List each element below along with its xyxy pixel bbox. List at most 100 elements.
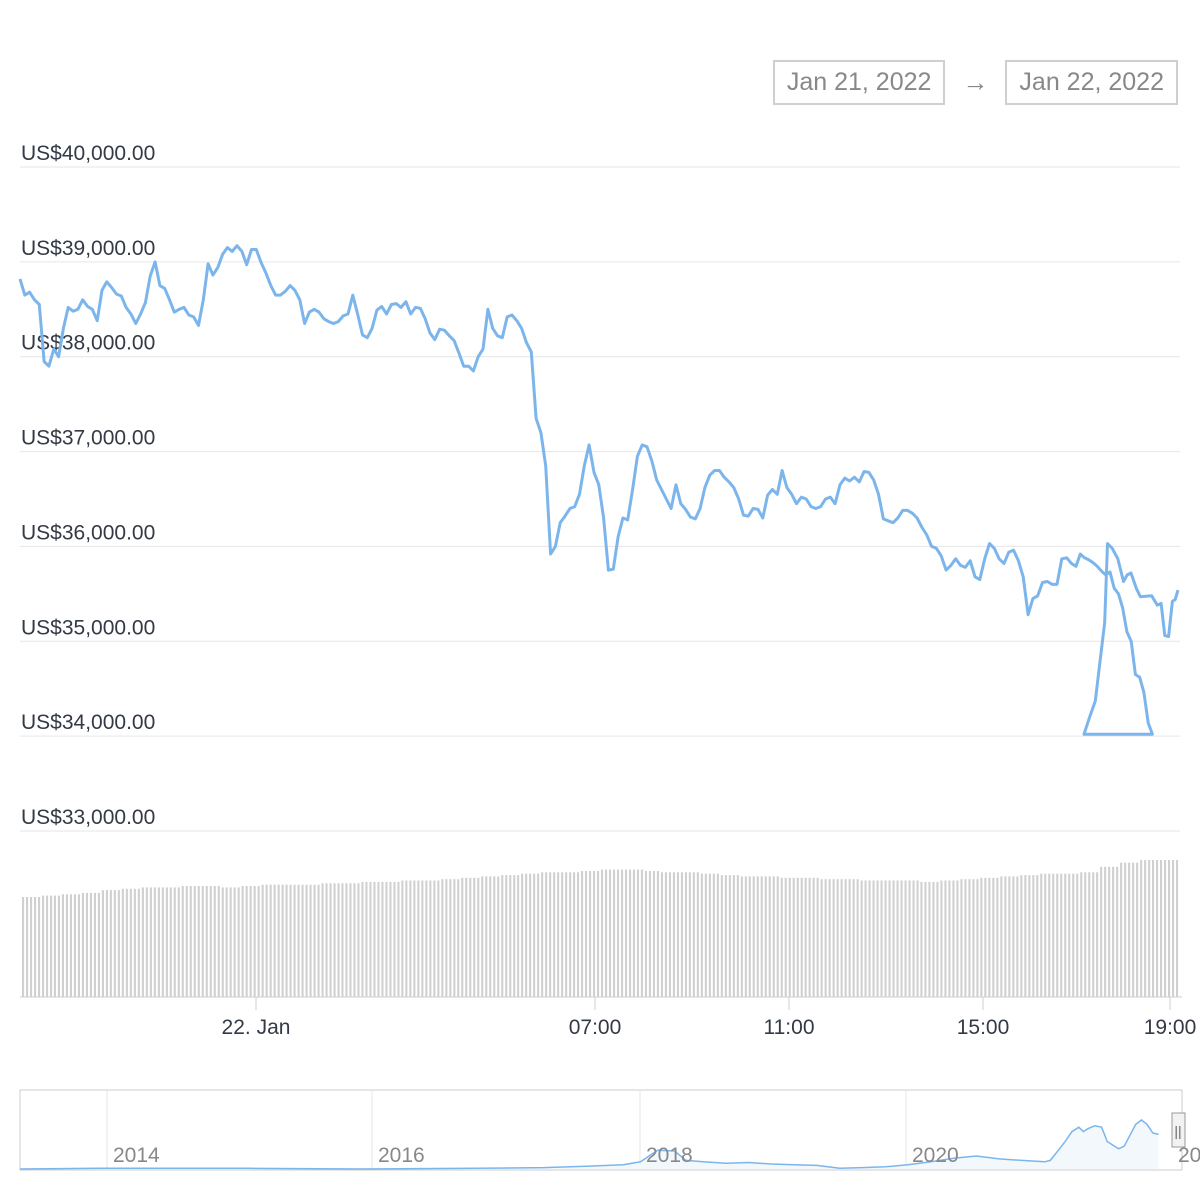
volume-bar <box>856 879 859 997</box>
volume-bar <box>984 877 987 997</box>
volume-bar <box>249 886 252 997</box>
volume-bar <box>197 886 200 997</box>
volume-bar <box>489 876 492 997</box>
volume-bar <box>1032 875 1035 997</box>
volume-bar <box>1040 873 1043 997</box>
volume-bar <box>253 886 256 997</box>
volume-bar <box>1136 862 1139 997</box>
volume-bar <box>109 890 112 997</box>
volume-bar <box>952 880 955 997</box>
volume-bar <box>740 876 743 997</box>
volume-bar <box>193 886 196 997</box>
volume-bar <box>473 877 476 997</box>
volume-bar <box>26 897 29 997</box>
volume-bar <box>157 887 160 997</box>
volume-bar <box>433 880 436 997</box>
navigator-handle[interactable] <box>1171 1112 1186 1148</box>
volume-bar <box>185 886 188 997</box>
volume-bar <box>892 880 895 997</box>
volume-bar <box>928 881 931 997</box>
volume-bar <box>768 876 771 997</box>
volume-bar <box>1068 873 1071 997</box>
volume-bar <box>46 895 49 997</box>
volume-bar <box>513 875 516 997</box>
volume-bar <box>1156 860 1159 997</box>
volume-bar <box>804 877 807 997</box>
volume-bars <box>22 860 1179 998</box>
volume-bar <box>233 887 236 997</box>
volume-bar <box>1084 872 1087 997</box>
volume-bar <box>792 877 795 997</box>
volume-bar <box>289 884 292 997</box>
volume-bar <box>317 884 320 997</box>
volume-bar <box>437 880 440 997</box>
volume-bar <box>53 895 56 997</box>
volume-bar <box>345 883 348 997</box>
volume-bar <box>1092 872 1095 997</box>
volume-bar <box>393 881 396 997</box>
grid-lines <box>20 166 1180 832</box>
price-series-line <box>18 244 1180 736</box>
volume-bar <box>101 890 104 997</box>
volume-bar <box>421 880 424 997</box>
volume-bar <box>684 872 687 997</box>
volume-bar <box>125 888 128 997</box>
volume-bar <box>385 881 388 997</box>
volume-bar <box>644 871 647 997</box>
volume-bar <box>916 880 919 997</box>
volume-bar <box>481 876 484 997</box>
volume-bar <box>625 869 628 997</box>
volume-bar <box>724 875 727 997</box>
navigator[interactable]: 2014 2016 2018 2020 20 || <box>19 1089 1200 1171</box>
volume-bar <box>365 881 368 997</box>
range-to-input[interactable]: Jan 22, 2022 <box>1005 60 1178 105</box>
volume-bar <box>1028 875 1031 997</box>
volume-bar <box>469 877 472 997</box>
navigator-grid <box>106 1090 907 1170</box>
volume-bar <box>676 872 679 997</box>
navigator-label: 2016 <box>378 1144 425 1167</box>
volume-bar <box>1124 862 1127 997</box>
volume-bar <box>153 887 156 997</box>
volume-bar <box>716 873 719 997</box>
volume-bar <box>900 880 903 997</box>
volume-bar <box>1016 876 1019 997</box>
volume-bar <box>609 869 612 997</box>
volume-bar <box>597 871 600 997</box>
volume-bar <box>1048 873 1051 997</box>
volume-bar <box>89 892 92 997</box>
y-tick-label: US$40,000.00 <box>21 142 155 165</box>
x-axis-ticks: 22. Jan 07:00 11:00 15:00 19:00 <box>222 997 1196 1039</box>
volume-bar <box>273 884 276 997</box>
volume-bar <box>245 886 248 997</box>
volume-bar <box>621 869 624 997</box>
volume-bar <box>585 871 588 997</box>
volume-bar <box>277 884 280 997</box>
volume-bar <box>912 880 915 997</box>
volume-bar <box>121 888 124 997</box>
navigator-handle-grip: || <box>1174 1123 1181 1139</box>
volume-bar <box>65 894 68 998</box>
volume-bar <box>461 877 464 997</box>
volume-bar <box>764 876 767 997</box>
x-tick-label: 15:00 <box>957 1016 1010 1039</box>
volume-bar <box>321 883 324 997</box>
volume-bar <box>501 875 504 997</box>
range-arrow-icon: → <box>962 67 989 97</box>
volume-bar <box>93 892 96 997</box>
volume-bar <box>137 888 140 997</box>
volume-bar <box>680 872 683 997</box>
volume-bar <box>297 884 300 997</box>
volume-bar <box>688 872 691 997</box>
volume-bar <box>968 879 971 997</box>
volume-bar <box>1160 860 1163 997</box>
volume-bar <box>329 883 332 997</box>
volume-bar <box>577 872 580 997</box>
volume-bar <box>864 880 867 997</box>
volume-bar <box>545 872 548 997</box>
volume-bar <box>413 880 416 997</box>
volume-bar <box>1104 866 1107 998</box>
range-from-input[interactable]: Jan 21, 2022 <box>772 60 946 105</box>
volume-bar <box>42 895 45 997</box>
volume-bar <box>50 895 53 997</box>
